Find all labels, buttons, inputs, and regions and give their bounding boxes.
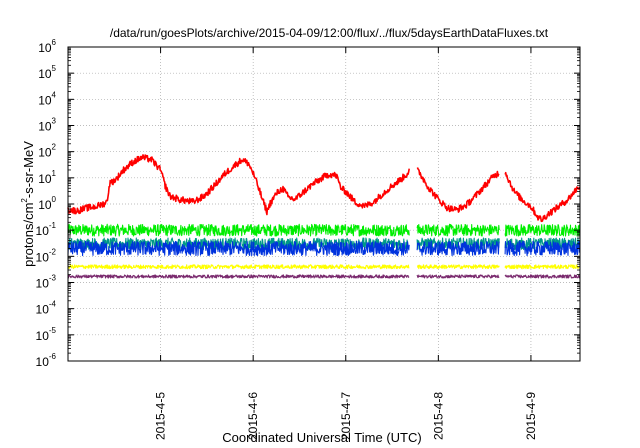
x-axis: 2015-4-5 2015-4-6 2015-4-7 2015-4-8 2015-4-9 (154, 47, 538, 440)
y-tick-label: 10-2 (36, 247, 57, 264)
series-line (67, 240, 410, 257)
y-tick-label: 104 (38, 90, 56, 107)
y-tick-label: 10-1 (36, 221, 57, 238)
grid (68, 47, 580, 361)
y-tick-label: 102 (38, 143, 56, 160)
series-line (416, 167, 500, 213)
series-line (416, 223, 500, 237)
series-line (67, 264, 410, 270)
x-axis-title: Coordinated Universal Time (UTC) (222, 430, 421, 445)
series-line (416, 264, 500, 270)
series-line (67, 274, 410, 279)
y-tick-label: 10-4 (36, 300, 57, 317)
y-tick-label: 101 (38, 169, 56, 186)
y-tick-label: 105 (38, 64, 56, 81)
series-line (67, 223, 410, 237)
y-axis-title: protons/cm2-s-sr-MeV (20, 141, 36, 267)
y-axis: 10-6 10-5 10-4 10-3 10-2 10-1 100 101 102 103 104 1… (36, 38, 580, 369)
series-line (416, 240, 500, 257)
y-tick-label: 10-3 (36, 274, 57, 291)
x-tick-label: 2015-4-6 (246, 392, 260, 440)
y-tick-label: 103 (38, 117, 56, 134)
x-tick-label: 2015-4-7 (339, 392, 353, 440)
y-tick-label: 10-6 (36, 352, 57, 369)
series-line (504, 264, 581, 270)
series-line (67, 154, 411, 216)
chart-title: /data/run/goesPlots/archive/2015-04-09/1… (110, 26, 549, 40)
series-line (504, 224, 581, 237)
x-tick-label: 2015-4-8 (431, 392, 445, 440)
series-line (416, 274, 500, 279)
x-tick-label: 2015-4-9 (524, 392, 538, 440)
series-line (504, 274, 581, 279)
x-tick-label: 2015-4-5 (154, 392, 168, 440)
series-layer (67, 154, 581, 279)
y-tick-label: 100 (38, 195, 56, 212)
series-line (504, 240, 581, 257)
y-tick-label: 10-5 (36, 326, 57, 343)
y-tick-label: 106 (38, 38, 56, 55)
series-line (504, 171, 581, 223)
